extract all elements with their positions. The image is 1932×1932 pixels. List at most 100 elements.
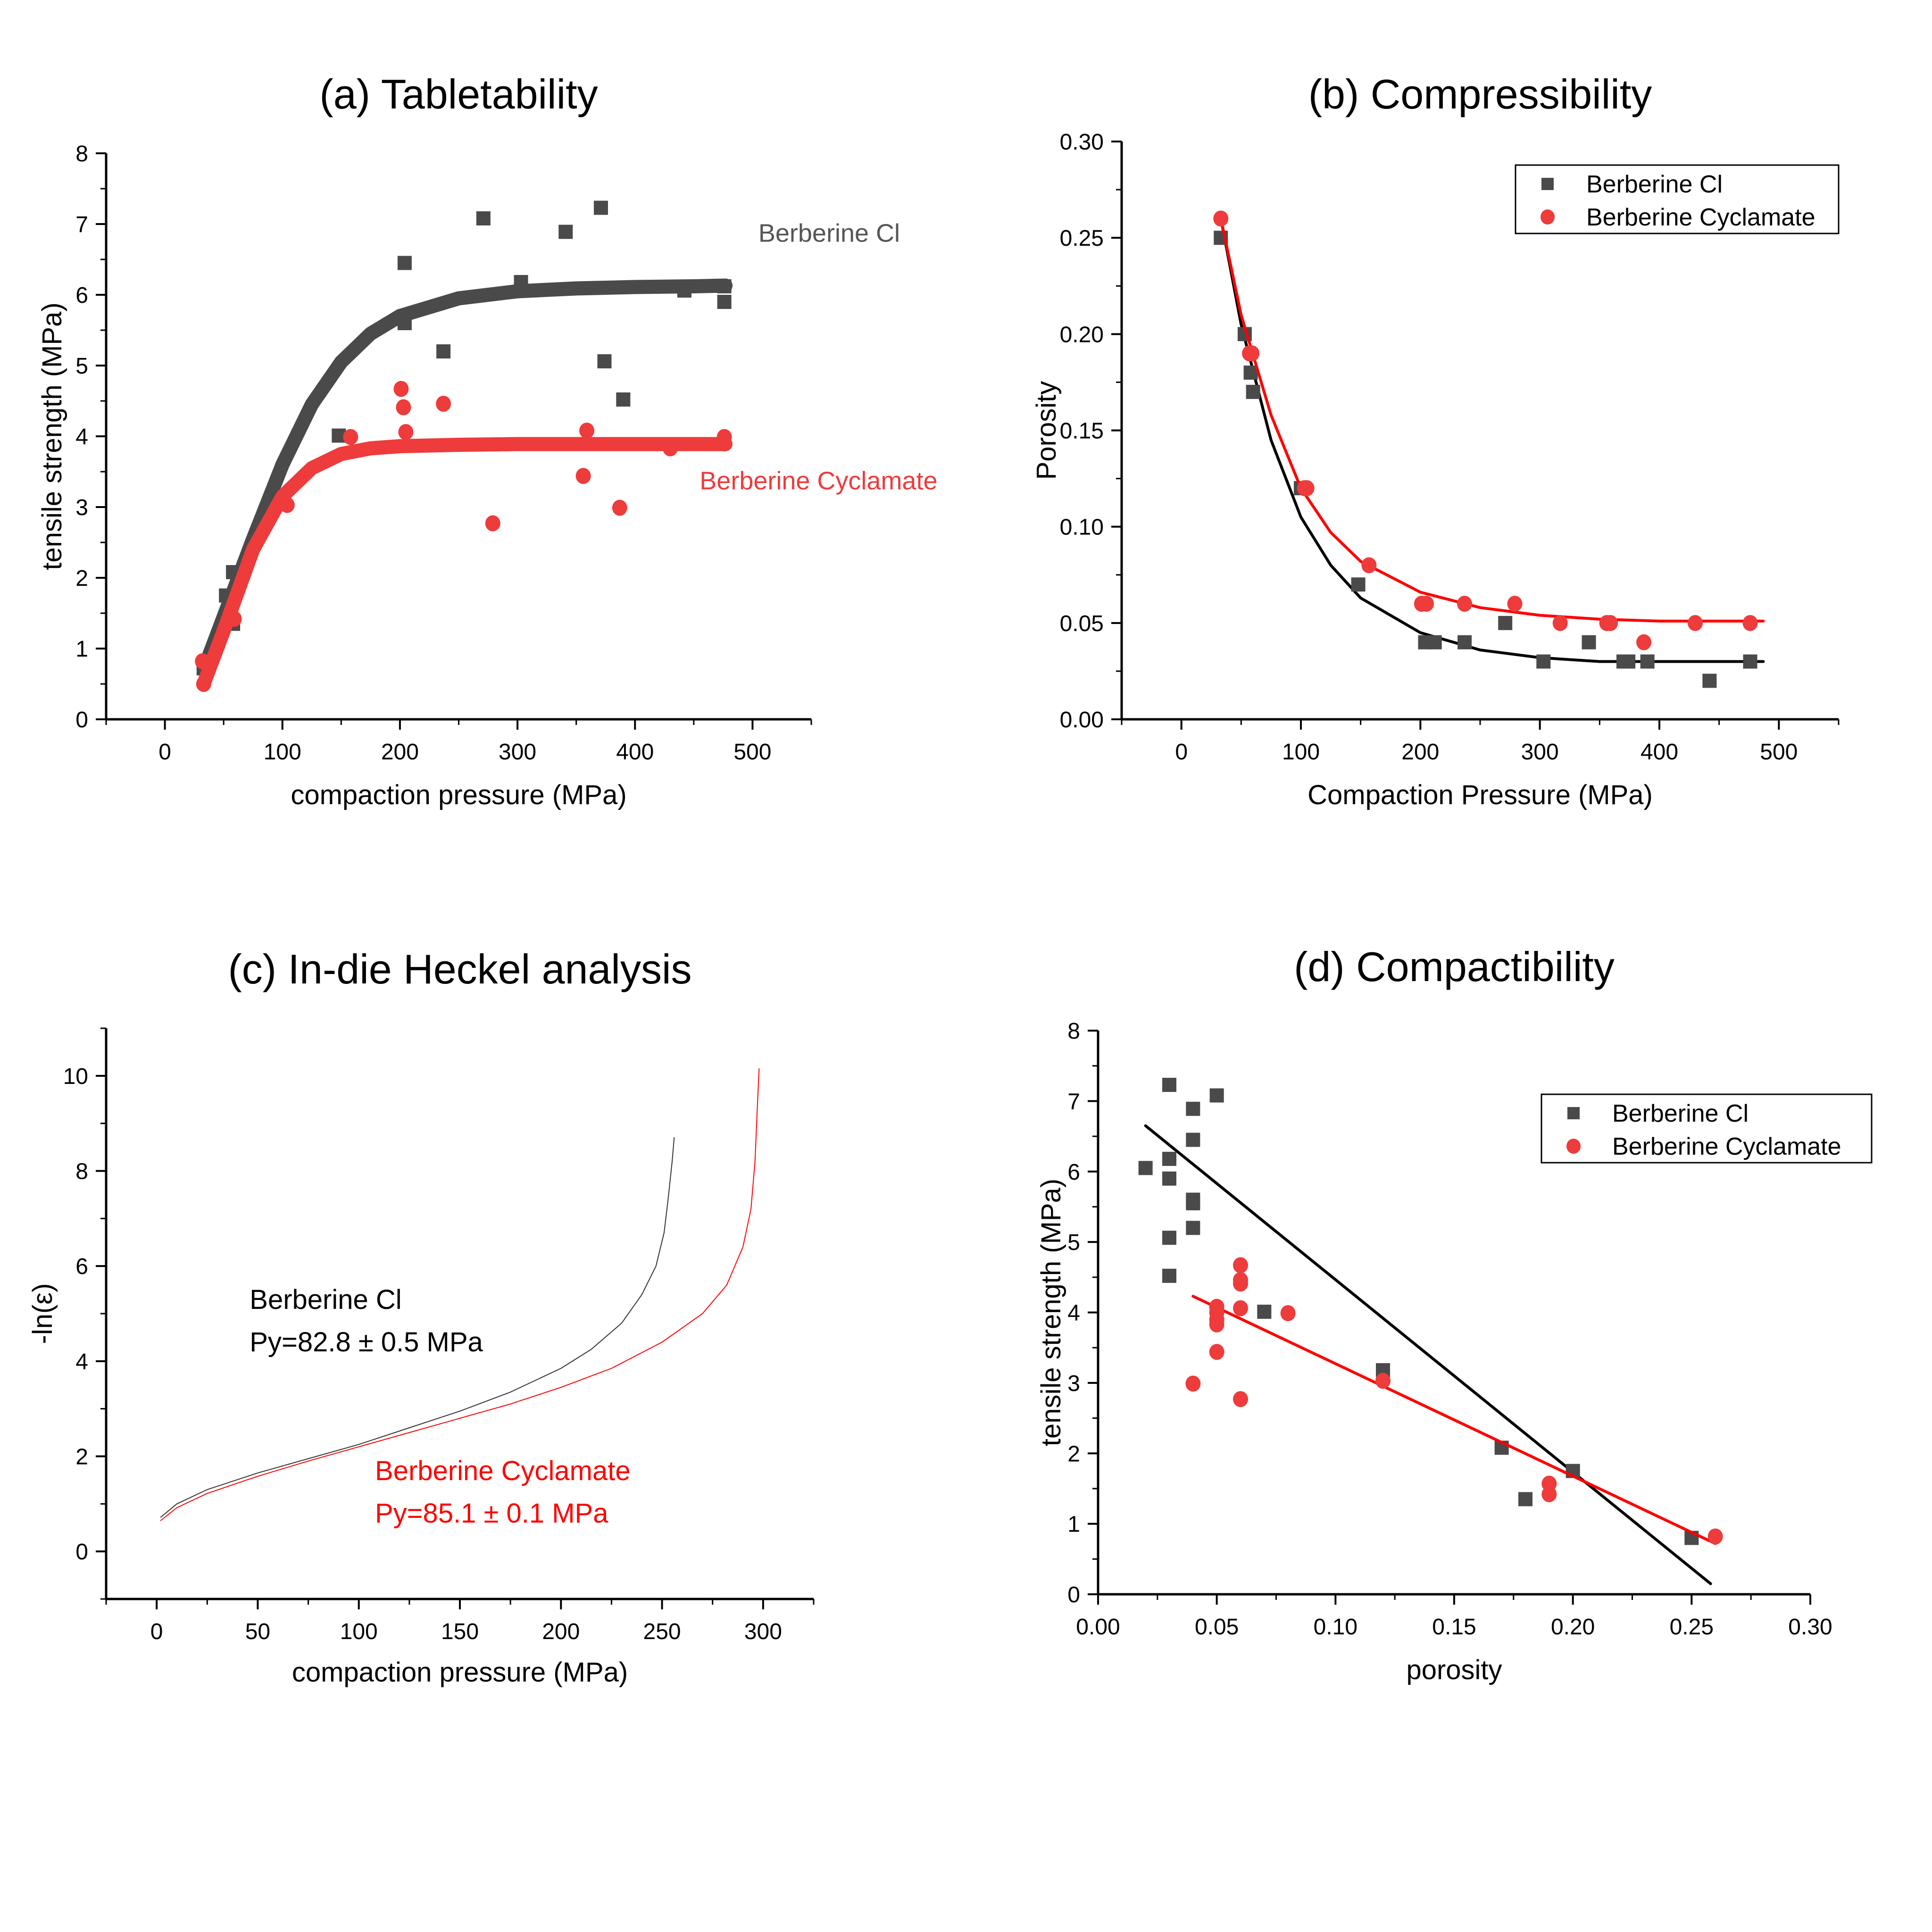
y-tick-label: 0.15 [1060,419,1104,444]
data-point-berberine-cl [1582,635,1596,650]
data-point-berberine-cyclamate [612,500,627,516]
fit-line-berberine-cyclamate [1219,217,1765,623]
y-tick-label: 0.05 [1060,611,1104,636]
data-point-berberine-cl [1162,1078,1176,1092]
y-tick-label: 0.00 [1060,708,1104,733]
data-point-berberine-cl [1186,1196,1200,1210]
series-label-berberine-cl: Berberine Cl [250,1284,401,1315]
x-tick-label: 500 [1760,740,1798,765]
data-point-berberine-cyclamate [1419,596,1434,612]
y-tick-label: 0.25 [1060,226,1104,251]
x-tick-label: 500 [733,740,771,765]
data-point-berberine-cyclamate [1244,345,1260,362]
x-tick-label: 200 [542,1619,580,1644]
x-tick-label: 0.30 [1788,1615,1832,1640]
legend-box [1541,1093,1873,1164]
legend-label-berberine-cyclamate: Berberine Cyclamate [1612,1133,1841,1160]
x-axis-label: compaction pressure (MPa) [292,1657,628,1688]
data-point-berberine-cyclamate [575,468,591,484]
data-point-berberine-cyclamate [1552,615,1568,631]
data-point-berberine-cyclamate [1541,1486,1557,1502]
y-tick-label: 8 [75,1159,88,1184]
y-tick-label: 5 [1067,1230,1080,1255]
data-point-berberine-cl [1457,635,1472,650]
legend-label-berberine-cl: Berberine Cl [1586,171,1723,198]
data-point-berberine-cl [1743,654,1757,669]
data-point-berberine-cyclamate [1233,1391,1248,1407]
data-point-berberine-cyclamate [1375,1373,1391,1389]
chart-compressibility: (b) Compressibility 0 100 200 300 400 500 0.00 0… [1031,71,1840,810]
data-point-berberine-cyclamate [579,423,595,439]
fit-line-berberine-cl [160,1137,675,1518]
legend: Berberine Cl Berberine Cyclamate [1541,1093,1873,1164]
data-point-berberine-cl [1162,1231,1176,1245]
fit-line-berberine-cl [1219,217,1765,663]
data-point-berberine-cl [1138,1161,1153,1175]
data-point-berberine-cl [1162,1151,1176,1166]
fit-line-berberine-cyclamate [1191,1295,1717,1545]
py-value-berberine-cl: Py=82.8 ± 0.5 MPa [250,1327,483,1357]
x-tick-label: 0.10 [1314,1615,1357,1640]
x-axis-label: Compaction Pressure (MPa) [1307,780,1653,810]
y-tick-label: 4 [75,1349,88,1374]
data-point-berberine-cyclamate [1280,1305,1296,1321]
data-point-berberine-cl [1702,674,1717,688]
data-point-berberine-cyclamate [1185,1375,1201,1392]
legend-box [1515,164,1840,234]
data-point-berberine-cl [1162,1268,1176,1283]
data-point-berberine-cyclamate [1603,615,1618,631]
data-point-berberine-cl [593,200,608,215]
x-tick-label: 100 [340,1619,378,1644]
x-tick-label: 200 [381,740,419,765]
fit-line-berberine-cl [1144,1124,1712,1585]
chart-compactibility: (d) Compactibility 0.00 0.05 0.10 0.15 0.20 0.… [1036,943,1873,1685]
y-tick-label: 0.10 [1060,515,1104,540]
data-point-berberine-cyclamate [343,429,358,445]
data-point-berberine-cl [1243,366,1258,380]
y-tick-label: 7 [75,212,88,237]
y-tick-label: 7 [1067,1089,1080,1114]
x-tick-label: 100 [1282,740,1320,765]
data-point-berberine-cl [476,211,491,225]
data-point-berberine-cyclamate [1707,1528,1723,1545]
y-axis-label: -ln(ε) [27,1283,58,1344]
x-tick-label: 400 [1641,740,1678,765]
y-tick-label: 0 [75,708,88,733]
data-point-berberine-cyclamate [1299,480,1315,496]
data-point-berberine-cl [1518,1492,1532,1507]
panel-compactibility: (d) Compactibility 0.00 0.05 0.10 0.15 0.20 0.… [966,877,1932,1774]
data-point-berberine-cyclamate [398,424,414,440]
data-point-berberine-cyclamate [1688,615,1703,631]
data-point-berberine-cl [1536,654,1551,669]
series-label-berberine-cyclamate: Berberine Cyclamate [700,467,937,495]
y-tick-label: 2 [1067,1441,1080,1466]
x-tick-label: 0 [1175,740,1188,765]
x-axis-label: compaction pressure (MPa) [291,780,626,810]
data-point-berberine-cyclamate [1457,596,1473,612]
data-point-berberine-cyclamate [1636,634,1652,650]
x-tick-label: 400 [616,740,654,765]
data-point-berberine-cyclamate [393,381,409,397]
chart-title: (b) Compressibility [1308,71,1652,117]
data-point-berberine-cl [558,225,573,239]
data-point-berberine-cl [1186,1221,1200,1235]
data-point-berberine-cl [1162,1171,1176,1186]
x-tick-label: 300 [744,1619,782,1644]
y-tick-label: 4 [1067,1301,1080,1326]
legend-marker-circle [1541,209,1555,225]
data-point-berberine-cyclamate [485,515,500,532]
y-tick-label: 5 [75,354,88,379]
chart-title: (c) In-die Heckel analysis [228,946,692,992]
legend-label-berberine-cl: Berberine Cl [1612,1100,1749,1127]
x-tick-label: 300 [499,740,536,765]
x-tick-label: 100 [264,740,301,765]
panel-tabletability: (a) Tabletability 0 100 200 300 400 500 0 1 2 3 4 5 6… [0,0,966,896]
data-point-berberine-cyclamate [1361,557,1377,574]
fit-line-berberine-cyclamate [160,1068,760,1521]
data-point-berberine-cl [1257,1305,1272,1319]
x-tick-label: 0.25 [1670,1615,1714,1640]
data-point-berberine-cyclamate [1507,596,1523,612]
y-tick-label: 1 [75,637,88,662]
x-tick-label: 0 [150,1619,163,1644]
